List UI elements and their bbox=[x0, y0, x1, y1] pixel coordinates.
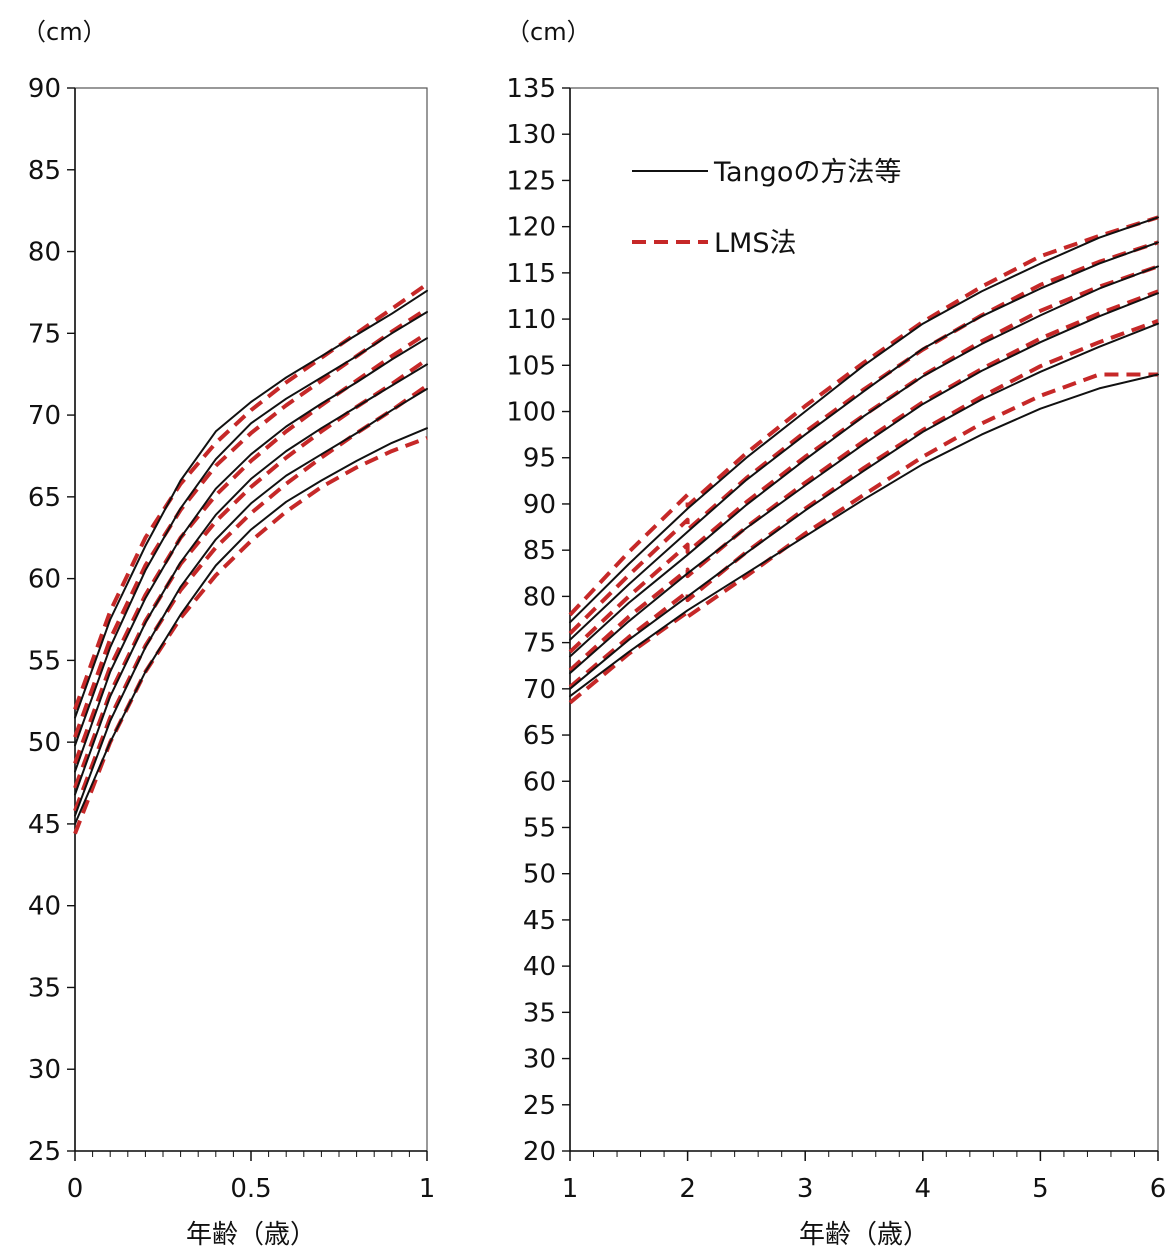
right-y-tick-label: 85 bbox=[523, 536, 556, 566]
right-y-tick-label: 45 bbox=[523, 906, 556, 936]
right-x-tick-label: 2 bbox=[679, 1174, 696, 1204]
right-y-tick-label: 60 bbox=[523, 767, 556, 797]
right-series-8-solid-line bbox=[569, 322, 1159, 690]
left-series-0-solid-line bbox=[74, 289, 428, 719]
left-y-tick-label: 35 bbox=[28, 973, 61, 1003]
right-y-tick-label: 110 bbox=[506, 305, 556, 335]
right-y-tick-label: 50 bbox=[523, 860, 556, 890]
right-series-group bbox=[568, 215, 1159, 705]
legend: Tangoの方法等 LMS法 bbox=[632, 157, 901, 259]
right-y-tick-label: 125 bbox=[506, 166, 556, 196]
right-x-tick-label: 4 bbox=[915, 1174, 932, 1204]
right-y-tick-label: 120 bbox=[506, 213, 556, 243]
left-series-9-dashed-line bbox=[73, 383, 429, 812]
left-y-tick-label: 30 bbox=[28, 1055, 61, 1085]
right-y-tick-label: 75 bbox=[523, 629, 556, 659]
right-y-tick-label: 40 bbox=[523, 952, 556, 982]
right-y-tick-label: 55 bbox=[523, 813, 556, 843]
right-y-tick-label: 20 bbox=[523, 1137, 556, 1167]
right-series-7-dashed-line bbox=[568, 289, 1159, 672]
right-series-11-dashed-line bbox=[568, 372, 1158, 705]
right-series-0-solid-line bbox=[569, 216, 1159, 624]
right-y-tick-label: 90 bbox=[523, 490, 556, 520]
left-series-5-dashed-line bbox=[73, 331, 429, 765]
right-y-tick-label: 65 bbox=[523, 721, 556, 751]
left-y-tick-label: 50 bbox=[28, 728, 61, 758]
right-y-tick-label: 80 bbox=[523, 582, 556, 612]
left-ticks-group: 25 30 35 40 45 50 55 60 65 70 75 80 85 90 0 0.5 1 bbox=[28, 74, 435, 1204]
right-series-5-dashed-line bbox=[568, 264, 1159, 654]
left-x-tick-label: 1 bbox=[419, 1174, 436, 1204]
left-series-3-dashed-line bbox=[73, 307, 429, 738]
right-y-tick-label: 130 bbox=[506, 120, 556, 150]
left-y-tick-label: 80 bbox=[28, 238, 61, 268]
right-y-tick-label: 30 bbox=[523, 1045, 556, 1075]
left-y-tick-label: 25 bbox=[28, 1137, 61, 1167]
left-series-11-dashed-line bbox=[73, 436, 428, 835]
right-y-tick-label: 35 bbox=[523, 998, 556, 1028]
right-ticks-group: 2025303540455055606570758085909510010511… bbox=[506, 74, 1166, 1204]
right-x-axis-title: 年齢（歳） bbox=[799, 1220, 929, 1250]
right-x-tick-label: 1 bbox=[562, 1174, 579, 1204]
left-plot-area bbox=[74, 87, 428, 1152]
left-y-tick-label: 45 bbox=[28, 810, 61, 840]
right-series-10-solid-line bbox=[569, 373, 1159, 698]
left-series-10-solid-line bbox=[74, 427, 428, 825]
right-x-tick-label: 3 bbox=[797, 1174, 814, 1204]
left-x-axis-title: 年齢（歳） bbox=[186, 1220, 316, 1250]
left-series-6-solid-line bbox=[74, 363, 428, 796]
right-x-tick-label: 6 bbox=[1150, 1174, 1167, 1204]
left-y-tick-label: 40 bbox=[28, 892, 61, 922]
left-series-2-solid-line bbox=[74, 311, 428, 747]
left-y-tick-label: 55 bbox=[28, 646, 61, 676]
right-y-tick-label: 95 bbox=[523, 444, 556, 474]
left-series-8-solid-line bbox=[74, 387, 428, 817]
left-series-1-dashed-line bbox=[73, 282, 429, 711]
right-y-tick-label: 100 bbox=[506, 398, 556, 428]
legend-dashed-label: LMS法 bbox=[714, 228, 796, 259]
left-x-tick-label: 0 bbox=[67, 1174, 84, 1204]
left-y-tick-label: 60 bbox=[28, 565, 61, 595]
left-series-group bbox=[73, 282, 429, 835]
right-y-tick-label: 25 bbox=[523, 1091, 556, 1121]
right-series-1-dashed-line bbox=[568, 215, 1159, 617]
right-y-tick-label: 105 bbox=[506, 351, 556, 381]
left-y-tick-label: 75 bbox=[28, 319, 61, 349]
right-unit-label: （cm） bbox=[506, 18, 591, 46]
left-y-tick-label: 70 bbox=[28, 401, 61, 431]
right-y-tick-label: 135 bbox=[506, 74, 556, 104]
legend-solid-label: Tangoの方法等 bbox=[713, 157, 901, 188]
right-series-2-solid-line bbox=[569, 241, 1159, 641]
right-y-tick-label: 115 bbox=[506, 259, 556, 289]
left-x-tick-label: 0.5 bbox=[230, 1174, 271, 1204]
right-series-9-dashed-line bbox=[568, 319, 1159, 689]
right-series-6-solid-line bbox=[569, 292, 1159, 675]
left-series-4-solid-line bbox=[74, 337, 428, 773]
right-series-3-dashed-line bbox=[568, 240, 1159, 635]
right-y-tick-label: 70 bbox=[523, 675, 556, 705]
right-series-4-solid-line bbox=[569, 265, 1159, 658]
left-y-tick-label: 85 bbox=[28, 156, 61, 186]
left-y-tick-label: 90 bbox=[28, 74, 61, 104]
left-y-tick-label: 65 bbox=[28, 483, 61, 513]
left-unit-label: （cm） bbox=[22, 18, 107, 46]
right-x-tick-label: 5 bbox=[1032, 1174, 1049, 1204]
